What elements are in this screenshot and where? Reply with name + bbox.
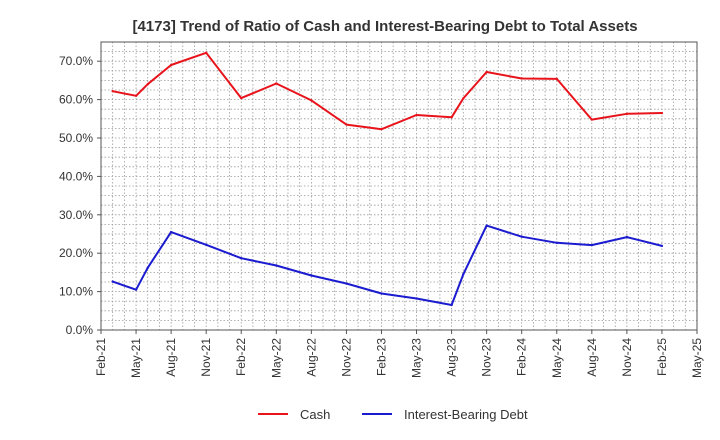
data-point: [555, 77, 558, 81]
gridlines: [101, 42, 697, 330]
x-tick-label: Aug-21: [164, 338, 178, 377]
data-point: [146, 83, 149, 86]
data-point: [310, 99, 313, 102]
data-point: [275, 264, 278, 267]
data-point: [450, 116, 453, 119]
series-layer: [111, 51, 664, 307]
data-point: [462, 97, 465, 100]
legend-label-cash: Cash: [300, 407, 330, 422]
plot-border: [100, 41, 698, 331]
x-tick-label: Aug-24: [585, 338, 599, 377]
x-tick-label: Nov-24: [620, 338, 634, 377]
x-tick-label: Feb-23: [374, 338, 388, 376]
x-tick-label: Feb-21: [94, 338, 108, 376]
data-point: [555, 241, 558, 245]
x-tick-label: May-22: [269, 338, 283, 378]
data-point: [240, 96, 243, 100]
data-point: [450, 303, 453, 307]
data-point: [485, 70, 488, 74]
x-tick-label: Nov-23: [480, 338, 494, 377]
data-point: [310, 274, 313, 277]
data-point: [275, 82, 278, 85]
data-point: [204, 243, 208, 246]
x-tick-label: Feb-25: [655, 338, 669, 376]
data-point: [345, 123, 348, 126]
y-tick-label: 60.0%: [59, 93, 93, 107]
data-point: [204, 51, 208, 54]
data-point: [660, 111, 664, 115]
data-point: [134, 288, 138, 291]
y-tick-label: 40.0%: [59, 169, 93, 183]
x-axis: Feb-21 May-21 Aug-21 Nov-21 Feb-22 May-22 Aug-…: [94, 330, 704, 378]
data-point: [462, 273, 465, 276]
data-point: [485, 224, 488, 227]
data-point: [380, 292, 383, 295]
chart-title: [4173] Trend of Ratio of Cash and Intere…: [132, 18, 637, 35]
data-point: [111, 280, 114, 283]
y-tick-label: 20.0%: [59, 246, 93, 260]
y-tick-label: 70.0%: [59, 54, 93, 68]
data-point: [169, 63, 173, 67]
y-tick-label: 50.0%: [59, 131, 93, 145]
data-point: [415, 113, 418, 117]
data-point: [415, 297, 418, 300]
y-tick-label: 0.0%: [66, 323, 94, 337]
data-point: [134, 94, 138, 97]
data-point: [590, 118, 594, 121]
x-tick-label: May-21: [129, 338, 143, 378]
y-tick-label: 10.0%: [59, 285, 93, 299]
x-tick-label: Feb-22: [234, 338, 248, 376]
x-tick-label: May-25: [690, 338, 704, 378]
x-tick-label: May-23: [410, 338, 424, 378]
x-tick-label: Nov-21: [199, 338, 213, 377]
data-point: [169, 230, 173, 234]
x-tick-label: May-24: [550, 338, 564, 378]
data-point: [520, 77, 523, 80]
x-tick-label: Feb-24: [515, 338, 529, 376]
data-point: [345, 282, 348, 285]
plot-frame: [100, 41, 698, 331]
y-axis: 0.0% 10.0% 20.0% 30.0% 40.0% 50.0% 60.0% 70.0%: [59, 54, 101, 337]
data-point: [380, 127, 383, 131]
x-tick-label: Nov-22: [339, 338, 353, 377]
x-tick-label: Aug-22: [304, 338, 318, 377]
y-tick-label: 30.0%: [59, 208, 93, 222]
x-tick-label: Aug-23: [445, 338, 459, 377]
legend: Cash Interest-Bearing Debt: [258, 407, 528, 422]
data-point: [520, 235, 523, 238]
data-point: [240, 256, 243, 260]
data-point: [625, 235, 629, 239]
data-point: [660, 244, 664, 248]
legend-label-interest-bearing-debt: Interest-Bearing Debt: [404, 407, 528, 422]
data-point: [625, 112, 629, 116]
data-point: [590, 243, 594, 247]
data-point: [146, 266, 149, 269]
data-point: [111, 89, 114, 93]
